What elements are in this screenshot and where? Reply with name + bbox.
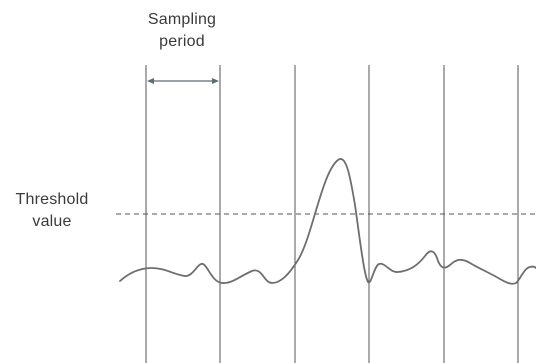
threshold-value-label-line1: Threshold <box>15 191 89 208</box>
signal-waveform <box>119 158 536 285</box>
sampling-period-label: Sampling period <box>120 9 244 53</box>
threshold-value-label-line2: value <box>32 213 72 230</box>
threshold-value-label: Threshold value <box>0 189 104 233</box>
sampling-period-label-line2: period <box>159 33 205 50</box>
sampling-period-label-line1: Sampling <box>147 11 217 28</box>
sampling-period-arrow <box>147 78 219 84</box>
